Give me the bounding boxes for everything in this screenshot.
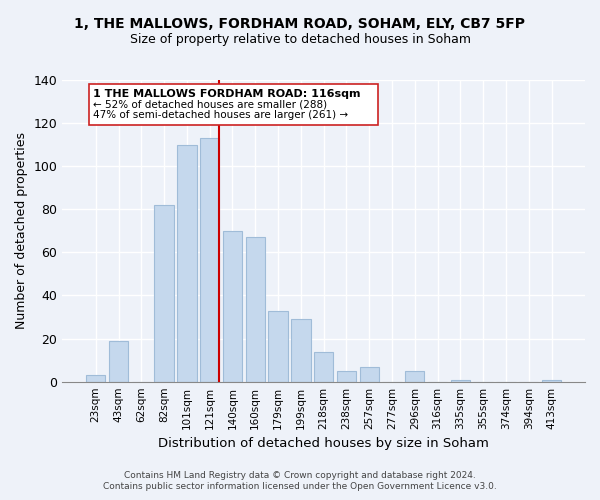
Bar — [405, 371, 424, 382]
Bar — [86, 375, 106, 382]
Text: ← 52% of detached houses are smaller (288): ← 52% of detached houses are smaller (28… — [94, 100, 328, 110]
Bar — [200, 138, 220, 382]
X-axis label: Distribution of detached houses by size in Soham: Distribution of detached houses by size … — [158, 437, 489, 450]
Bar — [245, 238, 265, 382]
Bar — [337, 371, 356, 382]
Text: Contains HM Land Registry data © Crown copyright and database right 2024.: Contains HM Land Registry data © Crown c… — [124, 471, 476, 480]
Bar — [451, 380, 470, 382]
Bar — [542, 380, 561, 382]
Bar — [268, 310, 288, 382]
Y-axis label: Number of detached properties: Number of detached properties — [15, 132, 28, 330]
Bar — [177, 144, 197, 382]
Bar — [109, 340, 128, 382]
Text: Size of property relative to detached houses in Soham: Size of property relative to detached ho… — [130, 32, 470, 46]
Text: 47% of semi-detached houses are larger (261) →: 47% of semi-detached houses are larger (… — [94, 110, 349, 120]
Bar — [359, 366, 379, 382]
Text: 1, THE MALLOWS, FORDHAM ROAD, SOHAM, ELY, CB7 5FP: 1, THE MALLOWS, FORDHAM ROAD, SOHAM, ELY… — [74, 18, 526, 32]
Bar — [314, 352, 334, 382]
Text: Contains public sector information licensed under the Open Government Licence v3: Contains public sector information licen… — [103, 482, 497, 491]
Bar — [154, 205, 174, 382]
Text: 1 THE MALLOWS FORDHAM ROAD: 116sqm: 1 THE MALLOWS FORDHAM ROAD: 116sqm — [94, 88, 361, 99]
Bar — [291, 319, 311, 382]
FancyBboxPatch shape — [89, 84, 379, 126]
Bar — [223, 231, 242, 382]
